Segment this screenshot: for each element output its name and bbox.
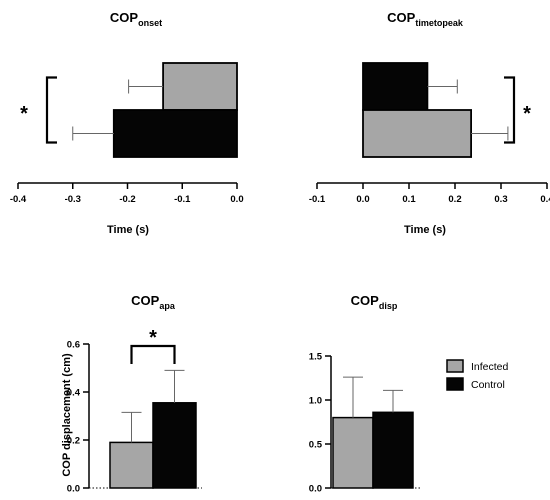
- x-tick-label: -0.1: [174, 194, 191, 205]
- bar-infected: [362, 109, 472, 158]
- y-tick-label: 0.0: [309, 484, 322, 495]
- x-tick-label: 0.4: [540, 194, 550, 205]
- panel-cop-apa: COPapa COP displacement (cm) * 0.0 0.2 0.4…: [61, 293, 202, 495]
- significance-bracket: [130, 344, 176, 364]
- significance-star: *: [20, 103, 28, 125]
- y-tick-label: 1.0: [309, 396, 322, 407]
- panel-title: COPonset: [110, 10, 162, 28]
- legend-swatch-infected: [446, 359, 464, 373]
- panel-cop-onset: COPonset Time (s) * -0.4 -0.3 -0.2 -0.1 0.0: [10, 10, 244, 236]
- legend-label-control: Control: [471, 379, 505, 391]
- y-axis-label: COP displacement (cm): [61, 353, 73, 477]
- bar-control: [152, 402, 197, 489]
- y-tick-label: 0.4: [67, 388, 81, 399]
- bar-infected: [332, 416, 374, 489]
- panel-title: COPdisp: [351, 293, 398, 311]
- y-tick-label: 0.0: [67, 484, 80, 495]
- x-tick-label: -0.3: [65, 194, 81, 205]
- x-tick-label: 0.3: [494, 194, 507, 205]
- panel-title: COPapa: [131, 293, 176, 311]
- panel-title: COPtimetopeak: [387, 10, 464, 28]
- significance-bracket: [504, 76, 516, 144]
- x-axis-label: Time (s): [404, 224, 446, 236]
- x-tick-label: 0.0: [230, 194, 243, 205]
- significance-star: *: [149, 327, 157, 349]
- significance-bracket: [45, 76, 57, 144]
- x-axis-label: Time (s): [107, 224, 149, 236]
- bar-control: [372, 411, 414, 489]
- significance-star: *: [523, 103, 531, 125]
- bar-infected: [109, 441, 154, 489]
- panel-cop-disp: COPdisp 0.0 0.5 1.0 1.5: [309, 293, 420, 495]
- bar-infected: [162, 62, 238, 111]
- x-tick-label: -0.1: [309, 194, 326, 205]
- x-tick-label: -0.4: [10, 194, 27, 205]
- legend-label-infected: Infected: [471, 361, 509, 373]
- bar-control: [112, 109, 238, 158]
- y-tick-label: 1.5: [309, 352, 323, 363]
- panel-cop-timetopeak: COPtimetopeak Time (s) * -0.1 0.0 0.1 0.2 0.…: [309, 10, 550, 236]
- legend: Infected Control: [446, 359, 509, 391]
- bar-control: [362, 62, 429, 111]
- x-tick-label: 0.2: [448, 194, 461, 205]
- x-tick-label: 0.1: [402, 194, 416, 205]
- x-tick-label: -0.2: [119, 194, 135, 205]
- y-tick-label: 0.2: [67, 436, 80, 447]
- legend-swatch-control: [446, 377, 464, 391]
- x-tick-label: 0.0: [356, 194, 369, 205]
- y-tick-label: 0.6: [67, 340, 80, 351]
- y-tick-label: 0.5: [309, 440, 323, 451]
